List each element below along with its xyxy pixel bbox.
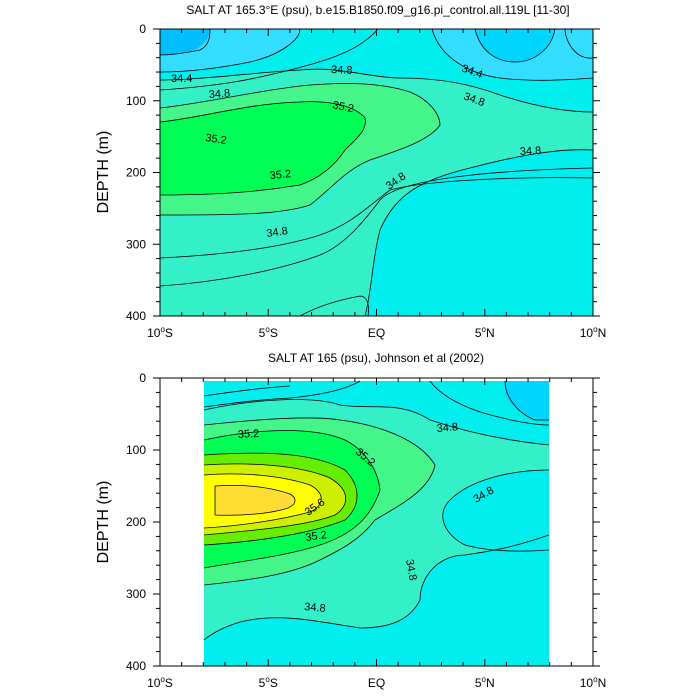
top-contour-line [159,167,594,287]
top-y-axis-label: DEPTH (m) [95,131,112,214]
bottom-axes: 10oS 5oS EQ 5oN 10oN 0 100 200 300 400 [126,371,606,690]
top-contour-line [364,149,594,317]
top-contour-label: 35.2 [269,168,291,182]
top-contour-line [299,295,369,317]
top-contour-line [159,83,441,216]
top-contour-line [159,28,379,91]
bottom-contour-label: 35.2 [305,529,328,544]
bottom-chart-title: SALT AT 165 (psu), Johnson et al (2002) [268,351,484,365]
bottom-contour-line [429,380,550,426]
top-contour-line [159,68,594,113]
bottom-fill-34.4-ne [505,381,549,420]
bottom-contour-line [203,399,550,446]
model-salinity-panel: SALT AT 165.3°E (psu), b.e15.B1850.f09_g… [95,3,606,340]
top-contour-lines [159,28,594,317]
y-tick-label: 0 [139,371,146,385]
x-tick-label: 5oN [475,675,495,690]
x-tick-label: 10oS [147,675,173,690]
y-tick-label: 300 [126,237,146,251]
x-tick-label: 5oS [259,325,278,340]
top-fill-34.2-north [475,29,555,62]
bottom-contour-label: 35.2 [238,428,260,441]
top-contour-labels: 34.4 34.8 35.2 35.2 35.2 34.4 34.8 34.8 … [171,63,542,240]
bottom-contour-line [442,469,550,552]
x-tick-label: 10oN [580,675,606,690]
x-tick-label: 5oN [475,325,495,340]
top-contour-label: 34.8 [208,88,230,101]
top-contour-label: 34.8 [331,64,353,77]
top-contour-fills [160,29,593,316]
top-chart-title: SALT AT 165.3°E (psu), b.e15.B1850.f09_g… [186,3,569,17]
top-contour-line [159,177,594,259]
top-contour-line [159,101,366,196]
bottom-contour-line [203,430,381,569]
bottom-contour-line [203,452,358,546]
x-tick-label: EQ [368,676,385,690]
bottom-contour-line [214,484,296,516]
x-tick-label: 10oS [147,325,173,340]
bottom-contour-line [203,534,550,641]
top-contour-label: 34.4 [171,73,192,85]
top-fill-34.2-south [160,29,210,55]
bottom-contour-line [203,380,361,408]
bottom-contour-label: 34.8 [436,421,458,435]
top-contour-line [431,28,594,81]
bottom-contour-line [504,380,549,421]
y-tick-label: 200 [126,166,146,180]
top-fill-35.2 [160,101,366,195]
y-tick-label: 300 [126,587,146,601]
bottom-contour-label: 34.8 [403,558,419,581]
top-contour-line [159,28,301,73]
top-contour-label: 35.2 [205,132,228,147]
top-axes: 10oS 5oS EQ 5oN 10oN 0 100 200 300 400 [126,22,606,340]
y-tick-label: 0 [139,22,146,36]
top-contour-line [159,28,211,56]
bottom-contour-line [203,417,436,586]
x-tick-label: EQ [368,326,385,340]
top-contour-label: 34.8 [266,225,289,240]
top-contour-line [474,28,556,63]
bottom-fill-36.0 [215,485,296,516]
observed-salinity-panel: SALT AT 165 (psu), Johnson et al (2002) [95,351,606,690]
y-tick-label: 200 [126,515,146,529]
bottom-contour-line [203,473,322,529]
top-contour-label: 35.2 [331,99,354,115]
y-tick-label: 400 [126,309,146,323]
y-tick-label: 400 [126,659,146,673]
bottom-contour-lines [203,380,550,641]
y-tick-label: 100 [126,94,146,108]
x-tick-label: 10oN [580,325,606,340]
bottom-fill-34.6-north [442,470,549,552]
top-contour-line [564,28,594,59]
bottom-fill-34.6-top [204,381,360,407]
bottom-y-axis-label: DEPTH (m) [95,481,112,564]
bottom-contour-label: 34.8 [304,601,326,615]
bottom-contour-fills [204,381,549,666]
y-tick-label: 100 [126,443,146,457]
bottom-contour-line [203,385,291,397]
bottom-contour-line [203,463,347,536]
x-tick-label: 5oS [259,675,278,690]
top-contour-label: 34.8 [520,145,542,158]
